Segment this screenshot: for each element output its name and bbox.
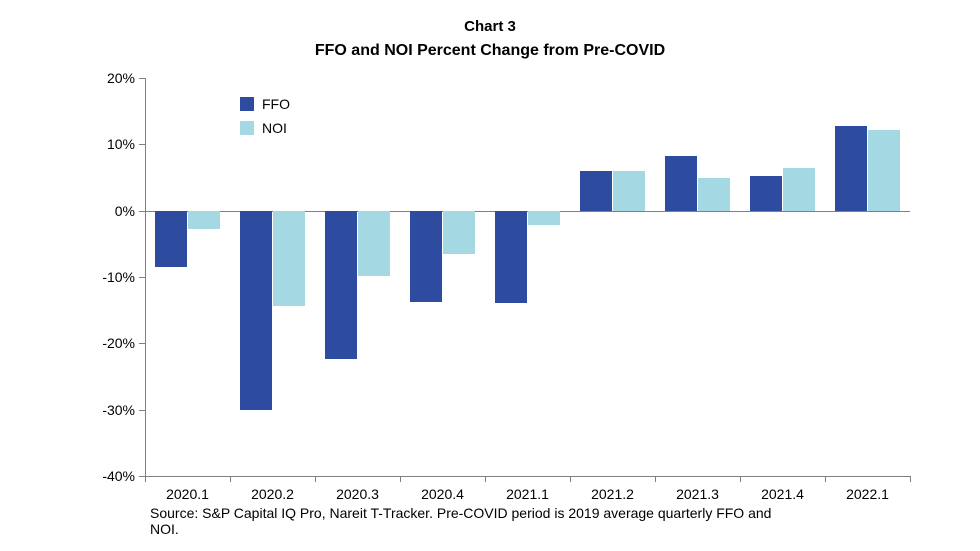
bar-ffo [580, 171, 612, 211]
bar-ffo [495, 211, 527, 303]
bar-noi [698, 178, 730, 211]
x-tick-label: 2022.1 [846, 486, 889, 502]
x-tick-mark [400, 476, 401, 482]
x-tick-mark [910, 476, 911, 482]
y-tick-label: -40% [85, 468, 135, 484]
x-tick-mark [485, 476, 486, 482]
x-tick-mark [570, 476, 571, 482]
bar-noi [868, 130, 900, 210]
x-tick-mark [740, 476, 741, 482]
legend-swatch [240, 121, 254, 135]
chart-title: FFO and NOI Percent Change from Pre-COVI… [0, 42, 980, 60]
bar-noi [273, 211, 305, 307]
bar-noi [443, 211, 475, 255]
bar-ffo [410, 211, 442, 302]
bar-noi [358, 211, 390, 276]
legend-item: FFO [240, 96, 290, 112]
y-tick-label: -30% [85, 402, 135, 418]
x-tick-mark [825, 476, 826, 482]
bar-ffo [240, 211, 272, 410]
bar-ffo [750, 176, 782, 210]
plot-area: -40%-30%-20%-10%0%10%20%2020.12020.22020… [145, 78, 910, 476]
y-tick-label: 20% [85, 70, 135, 86]
x-tick-label: 2021.1 [506, 486, 549, 502]
x-tick-mark [230, 476, 231, 482]
legend-swatch [240, 97, 254, 111]
y-tick-label: -10% [85, 269, 135, 285]
chart-super-title: Chart 3 [0, 18, 980, 35]
bar-ffo [665, 156, 697, 210]
x-tick-mark [315, 476, 316, 482]
bar-noi [528, 211, 560, 226]
x-tick-mark [145, 476, 146, 482]
y-tick-mark [139, 78, 145, 79]
bar-ffo [155, 211, 187, 267]
y-tick-label: -20% [85, 335, 135, 351]
x-tick-label: 2020.3 [336, 486, 379, 502]
legend: FFO NOI [240, 96, 290, 144]
y-tick-mark [139, 410, 145, 411]
x-tick-label: 2021.3 [676, 486, 719, 502]
y-tick-mark [139, 144, 145, 145]
bar-noi [188, 211, 220, 230]
y-tick-label: 10% [85, 136, 135, 152]
legend-label: FFO [262, 96, 290, 112]
x-tick-mark [655, 476, 656, 482]
bar-ffo [835, 126, 867, 210]
x-tick-label: 2021.4 [761, 486, 804, 502]
bar-ffo [325, 211, 357, 359]
legend-label: NOI [262, 120, 287, 136]
x-tick-label: 2020.4 [421, 486, 464, 502]
x-axis-bottom-line [145, 476, 910, 477]
bar-noi [783, 168, 815, 211]
bar-noi [613, 171, 645, 211]
y-tick-label: 0% [85, 203, 135, 219]
x-tick-label: 2021.2 [591, 486, 634, 502]
source-note: Source: S&P Capital IQ Pro, Nareit T-Tra… [150, 505, 790, 537]
y-axis-line [145, 78, 146, 476]
x-tick-label: 2020.2 [251, 486, 294, 502]
chart-container: Chart 3 FFO and NOI Percent Change from … [0, 0, 980, 551]
x-tick-label: 2020.1 [166, 486, 209, 502]
legend-item: NOI [240, 120, 290, 136]
y-tick-mark [139, 277, 145, 278]
y-tick-mark [139, 343, 145, 344]
